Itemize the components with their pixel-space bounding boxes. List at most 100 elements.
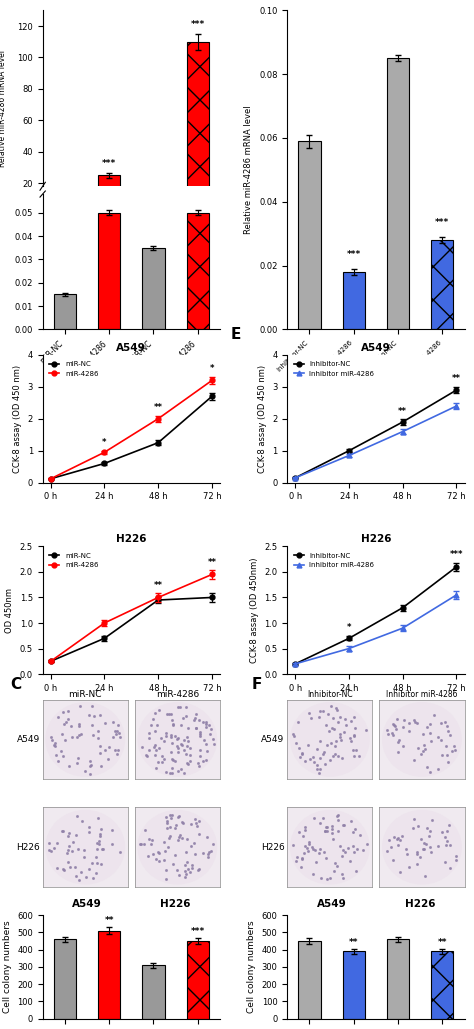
Line: Inhibitor-NC: Inhibitor-NC (293, 388, 459, 481)
Bar (98, 213, 120, 329)
miR-NC (48, 472, 54, 485)
miR-NC (209, 390, 215, 402)
Bar (54, 939, 76, 1019)
Circle shape (383, 703, 461, 776)
Text: ***: *** (435, 218, 449, 227)
Inhibitor-NC (292, 658, 298, 670)
Text: **: ** (398, 406, 407, 416)
Bar (431, 952, 454, 1019)
Line: Inhibitor-NC: Inhibitor-NC (293, 564, 459, 667)
Line: Inhibitor miR-4286: Inhibitor miR-4286 (293, 593, 459, 667)
Inhibitor-NC (454, 384, 459, 396)
Line: miR-4286: miR-4286 (48, 378, 214, 482)
Y-axis label: CCK-8 assay (OD 450 nm): CCK-8 assay (OD 450 nm) (13, 364, 22, 473)
miR-NC (101, 632, 107, 644)
Y-axis label: Cell colony numbers: Cell colony numbers (247, 921, 256, 1014)
Bar (98, 175, 120, 214)
Bar (98, 930, 120, 1019)
Text: ***: *** (346, 250, 361, 259)
Bar (387, 939, 409, 1019)
Text: ***: *** (191, 927, 205, 935)
Inhibitor-NC (400, 416, 406, 428)
Title: H226: H226 (116, 534, 146, 544)
Inhibitor miR-4286 (400, 622, 406, 634)
Inhibitor-NC (400, 602, 406, 614)
Title: A549: A549 (361, 343, 391, 353)
Legend: Inhibitor-NC, Inhibitor miR-4286: Inhibitor-NC, Inhibitor miR-4286 (291, 549, 377, 571)
Text: F: F (252, 677, 262, 693)
Text: **: ** (154, 580, 163, 590)
Text: Relative miR-4286 mRNA level: Relative miR-4286 mRNA level (0, 49, 7, 167)
Line: miR-NC: miR-NC (48, 394, 214, 482)
Text: A549: A549 (317, 898, 346, 909)
Bar (142, 248, 164, 329)
Inhibitor miR-4286 (454, 589, 459, 601)
Inhibitor miR-4286 (292, 471, 298, 484)
Line: Inhibitor miR-4286: Inhibitor miR-4286 (293, 403, 459, 481)
miR-4286 (209, 375, 215, 387)
Legend: miR-NC, miR-4286: miR-NC, miR-4286 (46, 358, 101, 380)
Inhibitor-NC (346, 445, 352, 457)
miR-4286 (101, 616, 107, 629)
miR-NC (209, 592, 215, 604)
Text: *: * (210, 364, 214, 372)
miR-4286 (101, 447, 107, 459)
Line: miR-NC: miR-NC (48, 595, 214, 664)
Title: A549: A549 (117, 343, 146, 353)
Circle shape (138, 811, 217, 884)
Text: H226: H226 (160, 898, 191, 909)
Bar (343, 952, 365, 1019)
Bar (142, 965, 164, 1019)
Legend: miR-NC, miR-4286: miR-NC, miR-4286 (46, 549, 101, 571)
Line: miR-4286: miR-4286 (48, 572, 214, 664)
miR-NC (155, 436, 161, 449)
Legend: Inhibitor-NC, Inhibitor miR-4286: Inhibitor-NC, Inhibitor miR-4286 (291, 358, 377, 380)
Inhibitor miR-4286 (400, 425, 406, 437)
miR-NC (101, 457, 107, 469)
Text: E: E (230, 327, 241, 342)
Y-axis label: Cell colony numbers: Cell colony numbers (2, 921, 11, 1014)
Bar (298, 141, 320, 329)
Text: **: ** (207, 558, 216, 567)
Title: miR-4286: miR-4286 (155, 689, 199, 699)
Circle shape (383, 811, 461, 884)
Bar (431, 240, 454, 329)
Title: H226: H226 (361, 534, 391, 544)
Y-axis label: Relative miR-4286 mRNA level: Relative miR-4286 mRNA level (245, 106, 254, 235)
miR-4286 (155, 413, 161, 425)
miR-NC (155, 594, 161, 606)
Text: **: ** (438, 938, 447, 947)
Text: A549: A549 (72, 898, 102, 909)
Bar (187, 42, 209, 214)
Bar (343, 272, 365, 329)
Inhibitor-NC (346, 632, 352, 644)
Inhibitor-NC (454, 561, 459, 573)
Y-axis label: H226: H226 (261, 843, 284, 852)
Bar (54, 294, 76, 329)
Inhibitor miR-4286 (346, 642, 352, 654)
Circle shape (291, 703, 369, 776)
Circle shape (138, 703, 217, 776)
Text: **: ** (349, 938, 358, 947)
Y-axis label: H226: H226 (16, 843, 40, 852)
Text: H226: H226 (405, 898, 436, 909)
Inhibitor miR-4286 (454, 400, 459, 413)
Circle shape (46, 703, 125, 776)
Inhibitor miR-4286 (346, 450, 352, 462)
miR-NC (48, 655, 54, 668)
Inhibitor miR-4286 (292, 658, 298, 670)
miR-4286 (155, 592, 161, 604)
Y-axis label: CCK-8 assay (OD 450 nm): CCK-8 assay (OD 450 nm) (257, 364, 266, 473)
Bar (387, 59, 409, 329)
Y-axis label: CCK-8 assay (OD 450nm): CCK-8 assay (OD 450nm) (250, 558, 259, 663)
Text: ***: *** (102, 159, 116, 168)
Text: ***: *** (450, 549, 463, 559)
miR-4286 (209, 568, 215, 580)
Text: **: ** (452, 374, 461, 383)
Text: *: * (347, 624, 351, 633)
Bar (187, 941, 209, 1019)
Circle shape (291, 811, 369, 884)
Title: miR-NC: miR-NC (69, 689, 102, 699)
miR-4286 (48, 472, 54, 485)
Text: **: ** (104, 917, 114, 925)
